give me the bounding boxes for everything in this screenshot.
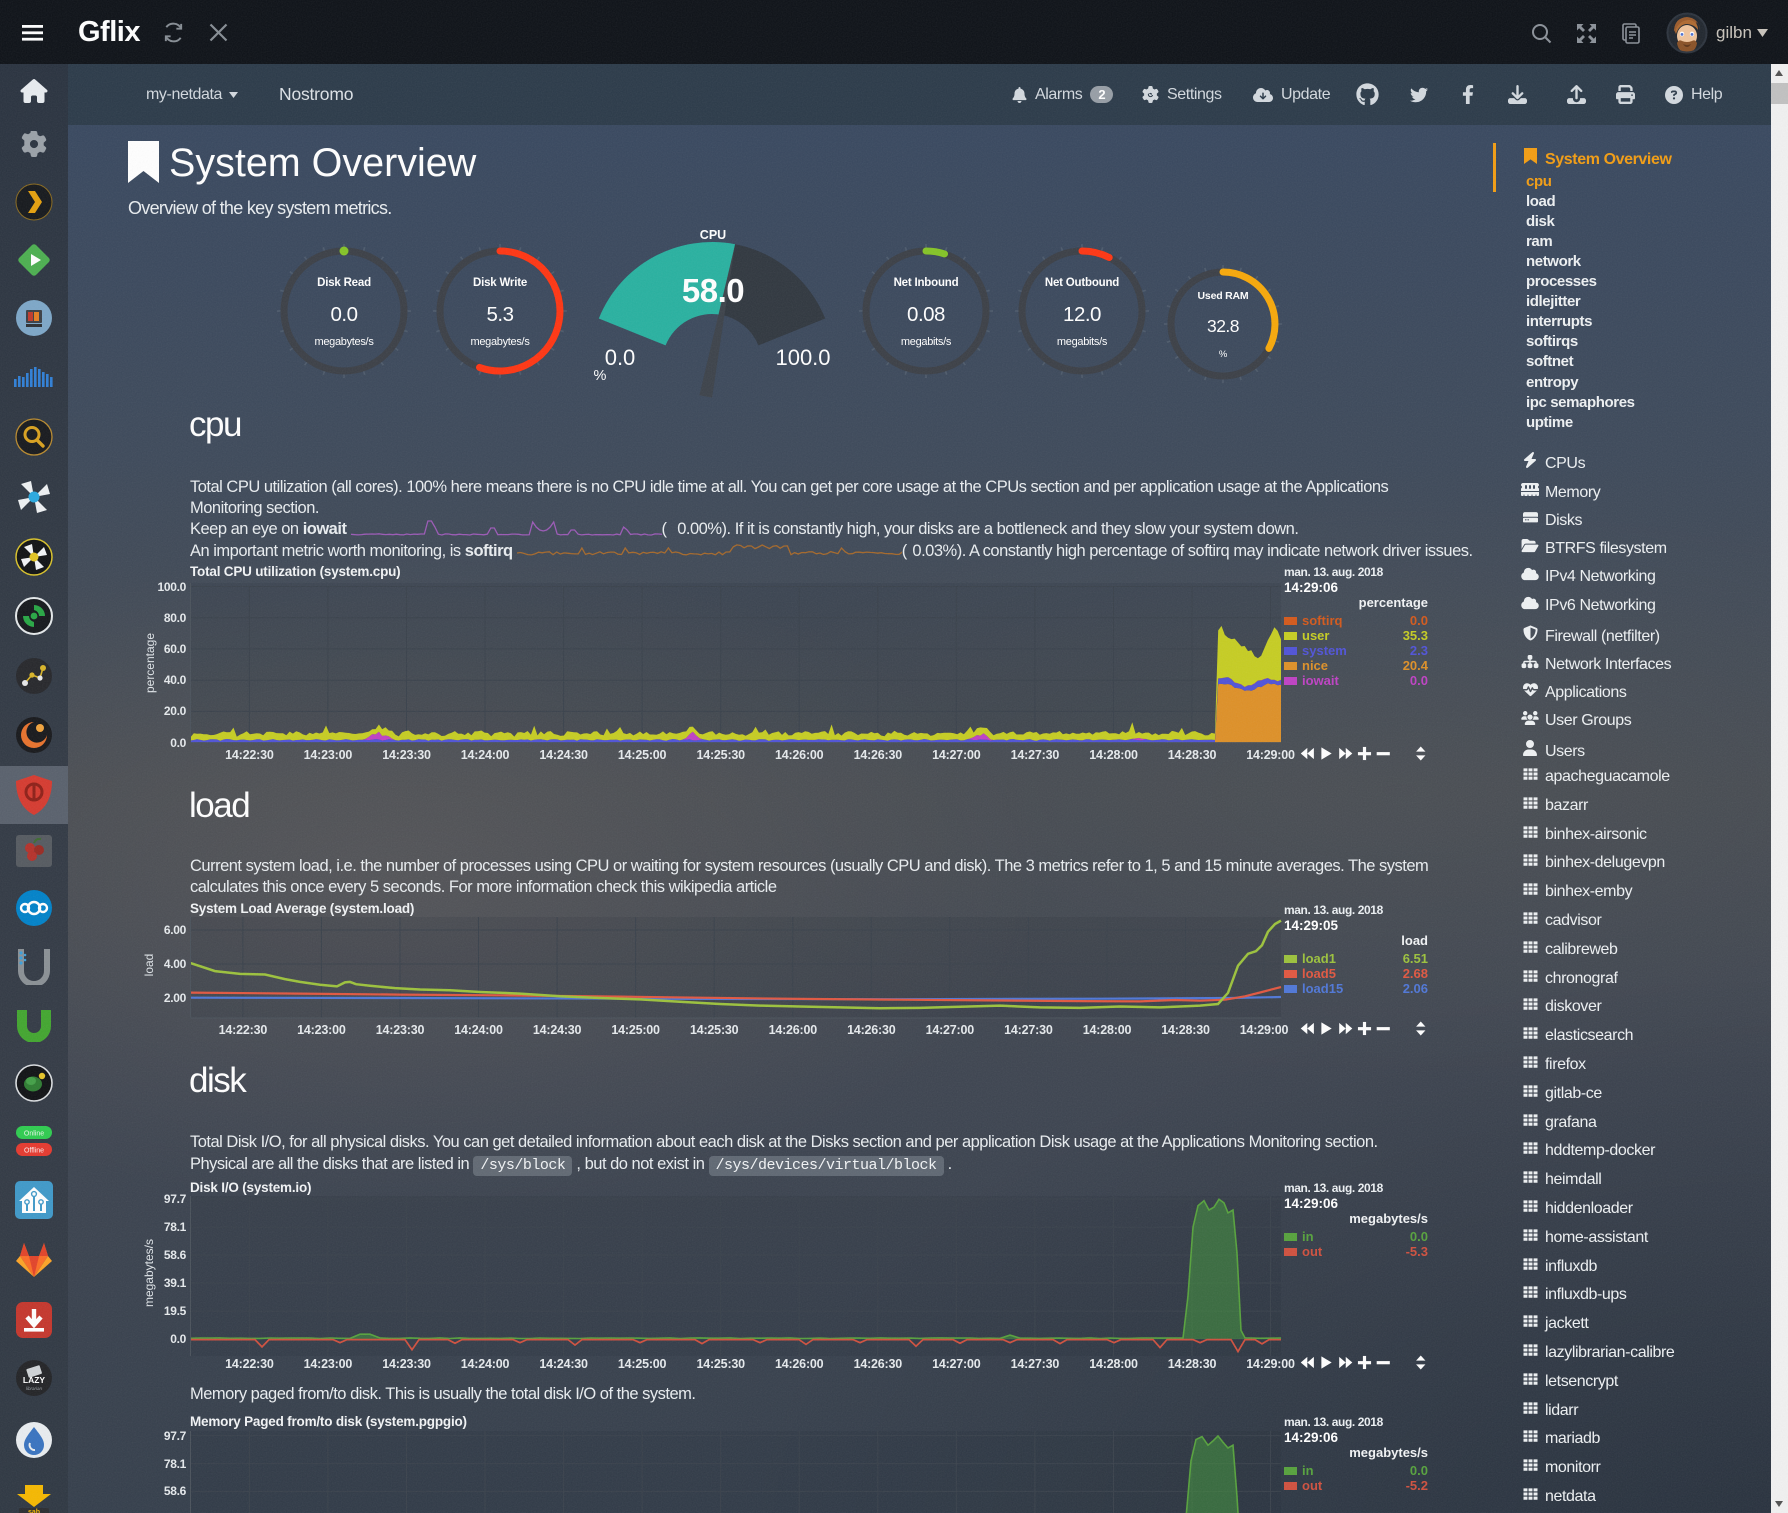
svg-text:Offline: Offline — [24, 1148, 44, 1155]
svg-text:LAZY: LAZY — [23, 1375, 46, 1385]
svg-text:sab: sab — [28, 1509, 40, 1513]
svg-text:librarian: librarian — [26, 1386, 43, 1391]
svg-text:Online: Online — [24, 1131, 44, 1138]
